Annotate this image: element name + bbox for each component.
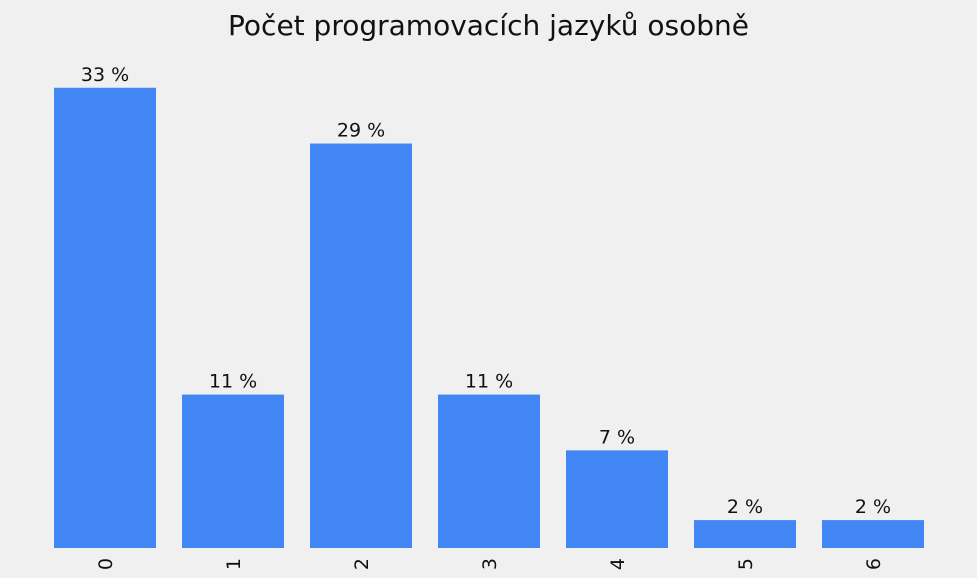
bar-5 (694, 520, 796, 548)
bar-value-label-3: 11 % (465, 371, 513, 393)
bar-value-label-0: 33 % (81, 64, 129, 86)
bars-layer (54, 87, 924, 548)
bar-0 (54, 87, 156, 548)
bar-value-label-2: 29 % (337, 120, 385, 142)
bar-2 (310, 143, 412, 548)
x-tick-label-4: 4 (607, 558, 629, 570)
x-tick-label-0: 0 (95, 558, 117, 570)
x-tick-label-1: 1 (223, 558, 245, 570)
x-tick-label-5: 5 (735, 558, 757, 570)
bar-1 (182, 394, 284, 548)
bar-value-label-4: 7 % (599, 426, 635, 448)
bar-value-label-5: 2 % (727, 496, 763, 518)
value-labels-layer: 33 % 11 % 29 % 11 % 7 % 2 % 2 % (81, 64, 891, 518)
bar-value-label-6: 2 % (855, 496, 891, 518)
bar-4 (566, 450, 668, 548)
x-tick-label-6: 6 (863, 558, 885, 570)
bar-3 (438, 394, 540, 548)
bar-6 (822, 520, 924, 548)
x-tick-label-3: 3 (479, 558, 501, 570)
chart-title: Počet programovacích jazyků osobně (228, 9, 749, 42)
bar-value-label-1: 11 % (209, 371, 257, 393)
x-tick-labels-layer: 0 1 2 3 4 5 6 (95, 558, 885, 570)
x-tick-label-2: 2 (351, 558, 373, 570)
